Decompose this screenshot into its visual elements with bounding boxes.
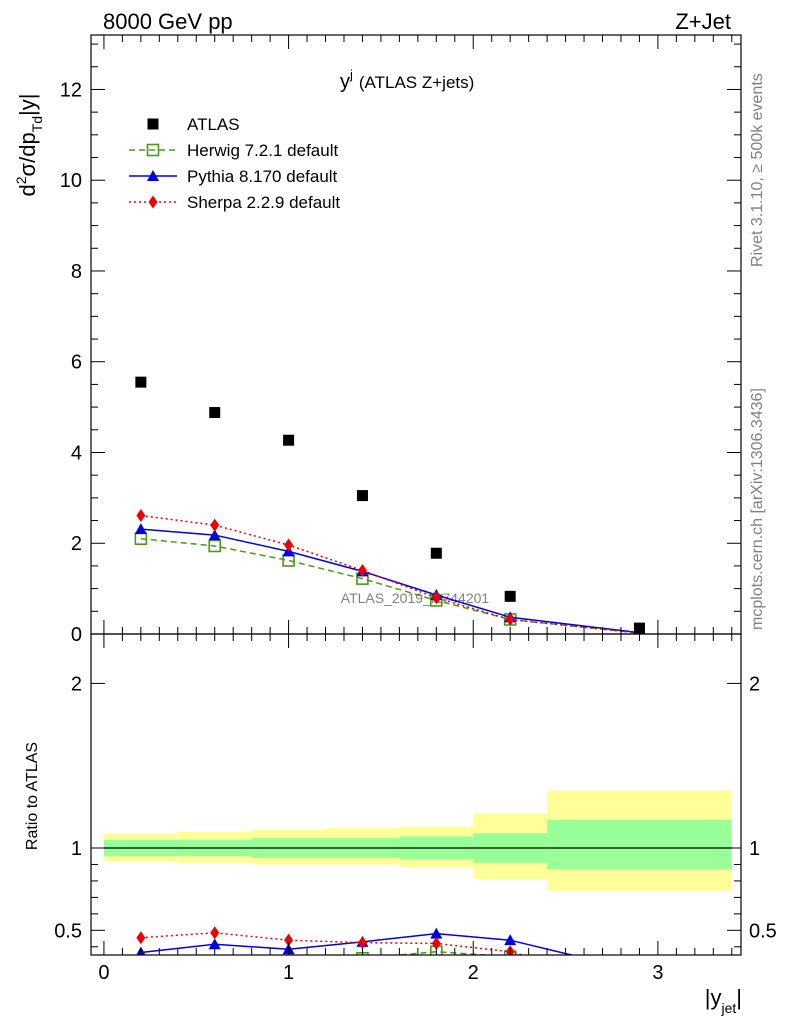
ratio-ytick-label-right: 0.5	[749, 920, 777, 942]
legend-marker	[147, 170, 159, 181]
data-point	[431, 591, 441, 605]
ratio-point	[135, 961, 146, 972]
data-point	[208, 529, 221, 541]
main-ytick-label: 6	[71, 352, 82, 374]
ratio-y-axis: 0.5 0.5 1 1 2 2	[54, 673, 777, 948]
atlas-data-point	[283, 434, 295, 446]
legend-marker	[148, 195, 158, 209]
ratio-ylabel: Ratio to ATLAS	[24, 742, 41, 850]
main-ylabel-sub: Td	[29, 116, 45, 132]
data-point	[357, 563, 367, 577]
main-ylabel-mid: σ/dp	[15, 132, 40, 176]
atlas-data-point	[504, 590, 516, 602]
data-point	[208, 539, 222, 553]
ratio-ytick-label-right: 2	[749, 673, 760, 695]
plot-title-sup: j	[349, 67, 353, 82]
data-point	[134, 523, 147, 535]
main-ytick-label: 2	[71, 533, 82, 555]
plot-title-main: y	[340, 71, 350, 93]
series-line-2	[140, 528, 640, 634]
xlabel-tail: |	[736, 985, 742, 1010]
ratio-frame	[90, 633, 742, 956]
legend-marker	[146, 143, 160, 157]
main-panel: yj (ATLAS Z+jets) ATLAS_2019_I1744201 0 2 4…	[60, 34, 742, 646]
ratio-bands	[103, 790, 732, 891]
ratio-line-0	[390, 950, 497, 955]
legend-label: ATLAS	[187, 115, 240, 134]
legend-label: Herwig 7.2.1 default	[187, 141, 338, 160]
xtick-label: 1	[283, 962, 294, 984]
band-inner-bin	[547, 820, 732, 870]
main-ytick-label: 10	[60, 170, 82, 192]
main-ylabel-sup: 2	[13, 176, 29, 184]
xlabel-sub: jet	[720, 1000, 736, 1016]
ratio-ytick-label: 1	[71, 838, 82, 860]
ratio-point	[209, 959, 220, 970]
ratio-ytick-label: 2	[71, 673, 82, 695]
xtick-label: 0	[98, 962, 109, 984]
mcplots-label: mcplots.cern.ch [arXiv:1306.3436]	[749, 388, 766, 630]
legend-label: Sherpa 2.2.9 default	[187, 193, 340, 212]
data-point	[210, 518, 220, 532]
header-right: Z+Jet	[675, 9, 731, 34]
analysis-watermark: ATLAS_2019_I1744201	[341, 590, 490, 606]
main-ylabel: d2σ/dpTd|y|	[13, 94, 45, 197]
ratio-line-1	[140, 932, 575, 955]
main-ytick-label: 12	[60, 79, 82, 101]
legend: ATLAS Herwig 7.2.1 default Pythia 8.170 de…	[129, 115, 340, 212]
main-ylabel-tail: |y|	[15, 94, 40, 116]
ratio-panel: 0 1 2 30.5 0.51 12 2	[54, 35, 777, 984]
legend-marker-atlas	[147, 118, 159, 130]
xlabel-base: |y	[705, 985, 722, 1010]
atlas-data-point	[356, 490, 368, 502]
atlas-data-point	[209, 407, 221, 419]
main-ylabel-base: d	[15, 184, 40, 196]
atlas-data-point	[430, 547, 442, 559]
ratio-point	[210, 926, 220, 940]
xtick-label: 2	[468, 962, 479, 984]
ratio-ytick-label-right: 1	[749, 838, 760, 860]
ratio-point	[430, 927, 443, 939]
main-ytick-label: 8	[71, 261, 82, 283]
data-point	[136, 509, 146, 523]
main-y-axis: 0 2 4 6 8 10 12	[60, 43, 741, 646]
xlabel: |yjet|	[705, 985, 742, 1016]
data-point	[505, 612, 515, 626]
ratio-ytick-label: 0.5	[54, 920, 82, 942]
main-ytick-label: 4	[71, 442, 82, 464]
ratio-point	[136, 931, 146, 945]
plot-title: yj (ATLAS Z+jets)	[340, 67, 474, 93]
atlas-data-point	[135, 376, 147, 388]
legend-label: Pythia 8.170 default	[187, 167, 338, 186]
xtick-label: 3	[652, 962, 663, 984]
ratio-point	[357, 936, 367, 950]
header-left: 8000 GeV pp	[103, 9, 233, 34]
ratio-point	[504, 934, 517, 946]
x-axis: 0 1 2 3	[98, 35, 733, 984]
ratio-series	[135, 926, 575, 972]
main-ytick-label: 0	[71, 624, 82, 646]
rivet-version-label: Rivet 3.1.10, ≥ 500k events	[749, 73, 766, 267]
ratio-point	[208, 938, 221, 950]
ratio-point	[284, 933, 294, 947]
data-point	[284, 538, 294, 552]
plot-title-rest: (ATLAS Z+jets)	[359, 73, 474, 92]
series-line-1	[140, 537, 640, 634]
ratio-point	[431, 936, 441, 950]
